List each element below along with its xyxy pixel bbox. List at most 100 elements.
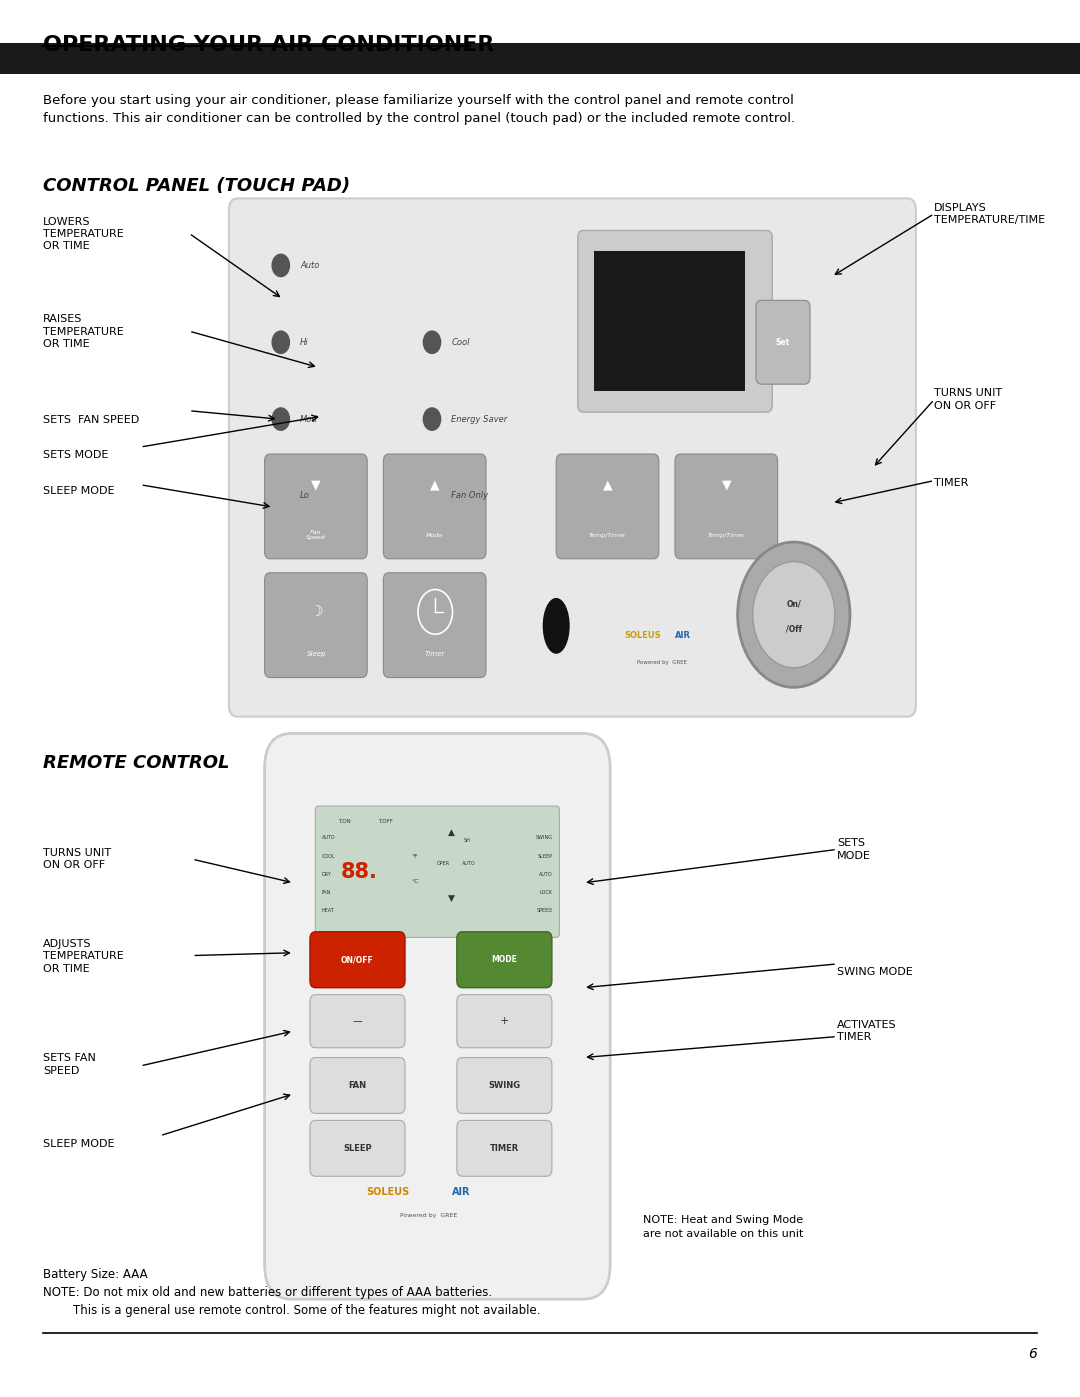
FancyBboxPatch shape: [457, 932, 552, 988]
FancyBboxPatch shape: [310, 1058, 405, 1113]
Text: DRY: DRY: [322, 872, 332, 877]
Text: °C: °C: [411, 879, 419, 884]
Circle shape: [272, 485, 289, 507]
Text: Sleep: Sleep: [307, 651, 326, 657]
Text: MODE: MODE: [491, 956, 517, 964]
Circle shape: [753, 562, 835, 668]
Text: TIMER: TIMER: [489, 1144, 519, 1153]
Text: ▼: ▼: [448, 894, 455, 904]
Text: AUTO: AUTO: [322, 835, 336, 841]
Text: —: —: [352, 1016, 363, 1027]
Circle shape: [272, 331, 289, 353]
Text: TIMER: TIMER: [934, 478, 969, 488]
Ellipse shape: [543, 598, 570, 654]
FancyBboxPatch shape: [457, 1120, 552, 1176]
Text: SLEEP: SLEEP: [343, 1144, 372, 1153]
Text: SOLEUS: SOLEUS: [366, 1186, 409, 1197]
Text: ▲: ▲: [603, 478, 612, 492]
Circle shape: [423, 485, 441, 507]
Text: Set: Set: [775, 338, 791, 346]
FancyBboxPatch shape: [457, 1058, 552, 1113]
Text: ON/OFF: ON/OFF: [341, 956, 374, 964]
Text: SWING: SWING: [488, 1081, 521, 1090]
Text: SLEEP MODE: SLEEP MODE: [43, 486, 114, 496]
Text: AUTO: AUTO: [539, 872, 553, 877]
Text: AUTO: AUTO: [462, 861, 476, 866]
FancyBboxPatch shape: [578, 231, 772, 412]
Text: ACTIVATES
TIMER: ACTIVATES TIMER: [837, 1020, 896, 1042]
Circle shape: [311, 577, 326, 597]
Text: Fan Only: Fan Only: [451, 492, 488, 500]
Text: SLEEP MODE: SLEEP MODE: [43, 1139, 114, 1148]
FancyBboxPatch shape: [265, 454, 367, 559]
Text: Powered by  GREE: Powered by GREE: [400, 1213, 457, 1218]
Circle shape: [430, 577, 445, 597]
FancyBboxPatch shape: [310, 1120, 405, 1176]
Text: Auto: Auto: [300, 261, 320, 270]
Text: TURNS UNIT
ON OR OFF: TURNS UNIT ON OR OFF: [43, 848, 111, 870]
Text: Cool: Cool: [451, 338, 470, 346]
Text: ☽: ☽: [310, 605, 323, 619]
Text: 88.: 88.: [341, 862, 378, 882]
Text: Before you start using your air conditioner, please familiarize yourself with th: Before you start using your air conditio…: [43, 94, 795, 124]
FancyBboxPatch shape: [265, 733, 610, 1299]
Text: T.OFF: T.OFF: [378, 819, 393, 824]
FancyBboxPatch shape: [756, 300, 810, 384]
Circle shape: [423, 408, 441, 430]
Text: Hi: Hi: [300, 338, 309, 346]
Text: Fan
Speed: Fan Speed: [306, 529, 326, 541]
Text: LOCK: LOCK: [540, 890, 553, 895]
Text: FAN: FAN: [322, 890, 332, 895]
Text: DISPLAYS
TEMPERATURE/TIME: DISPLAYS TEMPERATURE/TIME: [934, 203, 1045, 225]
Circle shape: [738, 542, 850, 687]
Text: SWING MODE: SWING MODE: [837, 967, 913, 977]
Text: OPER: OPER: [436, 861, 449, 866]
Text: /Off: /Off: [786, 624, 801, 633]
Text: Mode: Mode: [427, 532, 443, 538]
Text: SETS MODE: SETS MODE: [43, 450, 109, 460]
Text: TURNS UNIT
ON OR OFF: TURNS UNIT ON OR OFF: [934, 388, 1002, 411]
Text: RAISES
TEMPERATURE
OR TIME: RAISES TEMPERATURE OR TIME: [43, 314, 124, 349]
Text: Mod: Mod: [300, 415, 318, 423]
Text: +: +: [500, 1016, 509, 1027]
Text: OPERATING YOUR AIR CONDITIONER: OPERATING YOUR AIR CONDITIONER: [43, 35, 495, 54]
Bar: [594, 251, 745, 391]
Text: ADJUSTS
TEMPERATURE
OR TIME: ADJUSTS TEMPERATURE OR TIME: [43, 939, 124, 974]
Text: SLEEP: SLEEP: [538, 854, 553, 859]
Text: Energy Saver: Energy Saver: [451, 415, 508, 423]
FancyBboxPatch shape: [310, 932, 405, 988]
Text: T.ON: T.ON: [338, 819, 351, 824]
Text: REMOTE CONTROL: REMOTE CONTROL: [43, 754, 230, 773]
FancyBboxPatch shape: [383, 573, 486, 678]
Text: SETS
MODE: SETS MODE: [837, 838, 870, 861]
Circle shape: [272, 254, 289, 277]
Text: HEAT: HEAT: [322, 908, 335, 914]
Text: Timer: Timer: [426, 651, 445, 657]
FancyBboxPatch shape: [556, 454, 659, 559]
FancyBboxPatch shape: [229, 198, 916, 717]
Text: On/: On/: [786, 599, 801, 608]
Text: COOL: COOL: [322, 854, 336, 859]
Text: ▼: ▼: [311, 478, 321, 492]
FancyBboxPatch shape: [310, 995, 405, 1048]
Text: Lo: Lo: [300, 492, 310, 500]
FancyBboxPatch shape: [0, 43, 1080, 74]
Text: AIR: AIR: [675, 631, 690, 640]
Text: AIR: AIR: [451, 1186, 470, 1197]
Text: ▲: ▲: [430, 478, 440, 492]
Text: LOWERS
TEMPERATURE
OR TIME: LOWERS TEMPERATURE OR TIME: [43, 217, 124, 251]
Text: °F: °F: [411, 855, 418, 859]
Text: SWING: SWING: [536, 835, 553, 841]
FancyBboxPatch shape: [675, 454, 778, 559]
Text: CONTROL PANEL (TOUCH PAD): CONTROL PANEL (TOUCH PAD): [43, 177, 350, 196]
Text: 6: 6: [1028, 1347, 1037, 1361]
Text: ▼: ▼: [721, 478, 731, 492]
Circle shape: [423, 331, 441, 353]
Text: Temp/Timer: Temp/Timer: [589, 532, 626, 538]
FancyBboxPatch shape: [383, 454, 486, 559]
Text: NOTE: Heat and Swing Mode
are not available on this unit: NOTE: Heat and Swing Mode are not availa…: [643, 1215, 802, 1239]
Circle shape: [272, 408, 289, 430]
Text: SPEED: SPEED: [537, 908, 553, 914]
Text: SETS  FAN SPEED: SETS FAN SPEED: [43, 415, 139, 425]
Text: SOLEUS: SOLEUS: [624, 631, 661, 640]
